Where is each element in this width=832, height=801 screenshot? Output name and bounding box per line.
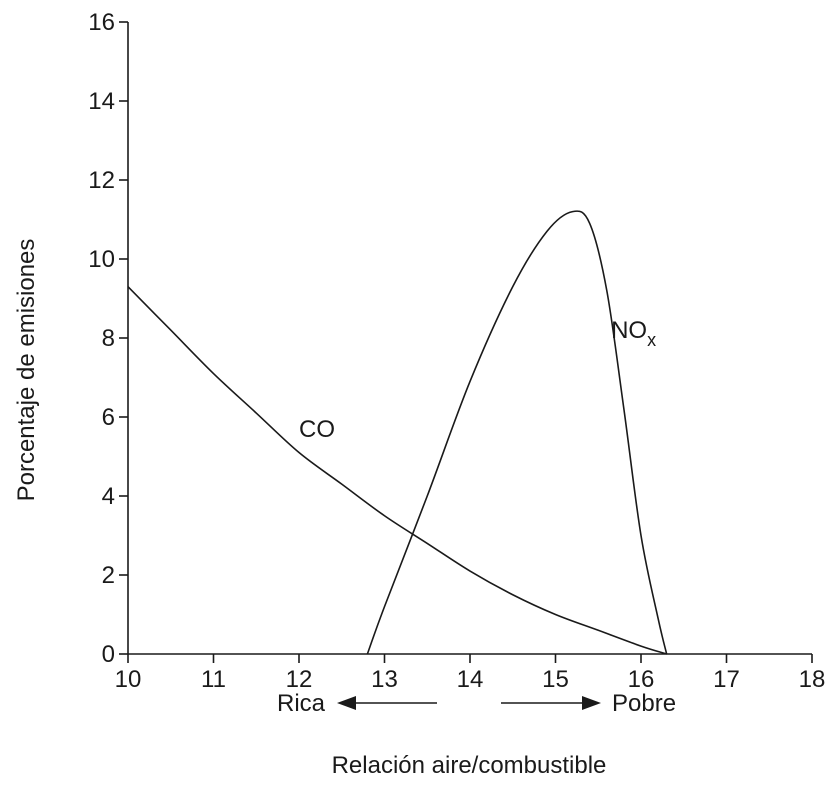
series-label-nox: NOx [611,317,656,350]
series-label-main: CO [299,416,335,443]
y-axis-title: Porcentaje de emisiones [13,239,40,502]
y-tick-label: 2 [102,562,115,589]
y-tick-label: 6 [102,404,115,431]
arrow-left-icon [337,696,356,710]
series-label-co: CO [299,416,335,443]
direction-label-left: Rica [277,690,326,717]
direction-indicator: Rica Pobre [277,690,676,717]
x-tick-label: 17 [713,666,740,693]
x-tick-label: 16 [628,666,655,693]
arrow-right-icon [582,696,601,710]
series-labels: CO NOx [299,317,656,443]
series-curves [127,210,668,655]
y-tick-label: 0 [102,641,115,668]
series-line-co [127,286,667,655]
x-tick-label: 14 [457,666,484,693]
direction-label-right: Pobre [612,690,676,717]
x-tick-label: 10 [115,666,142,693]
series-line-nox [366,210,668,655]
y-tick-label: 4 [102,483,115,510]
x-tick-label: 15 [542,666,569,693]
tick-marks: 10 11 12 13 14 15 16 17 18 0 2 4 6 8 10 12 14 16 [88,9,825,693]
y-tick-label: 10 [88,246,115,273]
y-tick-label: 14 [88,88,115,115]
y-tick-label: 12 [88,167,115,194]
x-tick-label: 11 [201,666,226,693]
x-tick-label: 18 [799,666,826,693]
series-label-subscript: x [647,330,656,350]
x-tick-label: 12 [286,666,313,693]
y-tick-label: 8 [102,325,115,352]
axes [127,22,812,655]
x-tick-label: 13 [371,666,398,693]
y-tick-label: 16 [88,9,115,36]
x-axis-title: Relación aire/combustible [332,752,607,779]
series-label-main: NO [611,317,647,344]
